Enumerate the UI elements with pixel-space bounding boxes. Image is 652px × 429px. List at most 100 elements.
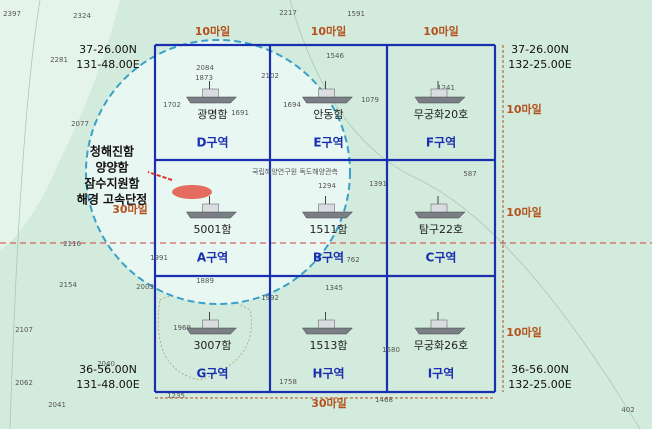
ship-hull bbox=[414, 96, 466, 104]
ship-superstructure bbox=[430, 88, 448, 98]
distance-label: 10마일 bbox=[311, 24, 347, 38]
distance-label: 30마일 bbox=[112, 202, 148, 216]
distance-label: 10마일 bbox=[506, 325, 542, 339]
ship-hull bbox=[302, 96, 354, 104]
coordinate: 37-26.00N bbox=[511, 43, 569, 56]
ship-name: 1513함 bbox=[309, 339, 347, 352]
ship-hull bbox=[186, 211, 238, 219]
zone-label: F구역 bbox=[426, 135, 456, 150]
ship-hull bbox=[414, 211, 466, 219]
depth-sounding: 1992 bbox=[261, 294, 279, 302]
ship-superstructure bbox=[318, 88, 335, 98]
rescue-unit: 잠수지원함 bbox=[84, 176, 139, 191]
incident-area bbox=[172, 185, 212, 199]
station-label: 국립해양연구원 독도해양관측 bbox=[252, 167, 339, 176]
ship-superstructure bbox=[318, 203, 335, 213]
depth-sounding: 2324 bbox=[73, 12, 91, 20]
distance-label: 10마일 bbox=[506, 102, 542, 116]
depth-sounding: 2041 bbox=[48, 401, 66, 409]
distance-label: 10마일 bbox=[506, 205, 542, 219]
depth-sounding: 1580 bbox=[382, 346, 400, 354]
ship-hull bbox=[414, 327, 466, 335]
ship-hull bbox=[302, 327, 354, 335]
zone-label: E구역 bbox=[313, 135, 343, 150]
zone-label: I구역 bbox=[428, 366, 455, 381]
zone-label: B구역 bbox=[313, 250, 344, 265]
depth-sounding: 1391 bbox=[369, 180, 387, 188]
depth-sounding: 1702 bbox=[163, 101, 181, 109]
depth-sounding: 1758 bbox=[279, 378, 297, 386]
depth-sounding: 2281 bbox=[50, 56, 68, 64]
depth-sounding: 1235 bbox=[167, 392, 185, 400]
rescue-unit: 양양함 bbox=[95, 160, 128, 175]
arrow bbox=[147, 171, 173, 181]
zone-label: D구역 bbox=[196, 135, 228, 150]
depth-sounding: 1991 bbox=[150, 254, 168, 262]
ship-name: 5001함 bbox=[193, 223, 231, 236]
ship-name: 1511함 bbox=[309, 223, 347, 236]
ship-hull bbox=[186, 96, 238, 104]
ship-name: 광명함 bbox=[197, 108, 227, 121]
zone-label: C구역 bbox=[426, 250, 457, 265]
depth-sounding: 2107 bbox=[15, 326, 33, 334]
depth-sounding: 2154 bbox=[59, 281, 77, 289]
search-grid bbox=[153, 43, 497, 394]
contour bbox=[9, 0, 641, 429]
ship-name: 안동함 bbox=[313, 108, 343, 121]
depth-sounding: 2217 bbox=[279, 9, 297, 17]
coordinate: 37-26.00N bbox=[79, 43, 137, 56]
depth-sounding: 2084 bbox=[196, 64, 214, 72]
coordinate: 36-56.00N bbox=[511, 363, 569, 376]
depth-sounding: 2062 bbox=[15, 379, 33, 387]
depth-sounding: 2116 bbox=[63, 240, 81, 248]
depth-sounding: 1694 bbox=[283, 101, 301, 109]
ship-hull bbox=[186, 327, 238, 335]
depth-sounding: 1546 bbox=[326, 52, 344, 60]
depth-sounding: 587 bbox=[463, 170, 476, 178]
depth-sounding: 2003 bbox=[136, 283, 154, 291]
ship-name: 무궁화20호 bbox=[414, 108, 468, 121]
coordinate: 131-48.00E bbox=[76, 378, 139, 391]
rescue-unit: 해경 고속단정 bbox=[77, 192, 147, 207]
ship-hull bbox=[302, 211, 354, 219]
coordinate: 132-25.00E bbox=[508, 58, 571, 71]
depth-sounding: 1294 bbox=[318, 182, 336, 190]
ship-superstructure bbox=[430, 319, 448, 329]
depth-sounding: 2397 bbox=[3, 10, 21, 18]
ship-superstructure bbox=[202, 88, 219, 98]
depth-sounding: 1889 bbox=[196, 277, 214, 285]
depth-sounding: 1969 bbox=[173, 324, 191, 332]
ship-superstructure bbox=[202, 203, 219, 213]
ship-superstructure bbox=[202, 319, 219, 329]
search-radius bbox=[85, 39, 351, 305]
depth-sounding: 402 bbox=[621, 406, 634, 414]
depth-sounding: 1241 bbox=[437, 84, 455, 92]
zone-label: G구역 bbox=[197, 366, 229, 381]
ship-superstructure bbox=[318, 319, 335, 329]
depth-sounding: 2040 bbox=[97, 360, 115, 368]
ship-name: 3007함 bbox=[193, 339, 231, 352]
ship-superstructure bbox=[430, 203, 448, 213]
depth-sounding: 1691 bbox=[231, 109, 249, 117]
zone-label: H구역 bbox=[312, 366, 344, 381]
zone-label: A구역 bbox=[197, 250, 228, 265]
distance-label: 30마일 bbox=[311, 396, 347, 410]
coordinate: 131-48.00E bbox=[76, 58, 139, 71]
shallow-area bbox=[0, 0, 120, 250]
rescue-unit: 청해진함 bbox=[90, 144, 134, 159]
coordinate: 36-56.00N bbox=[79, 363, 137, 376]
depth-sounding: 1468 bbox=[375, 396, 393, 404]
ship-name: 탐구22호 bbox=[419, 223, 463, 236]
depth-sounding: 2102 bbox=[261, 72, 279, 80]
coordinate: 132-25.00E bbox=[508, 378, 571, 391]
distance-label: 10마일 bbox=[195, 24, 231, 38]
depth-sounding: 1079 bbox=[361, 96, 379, 104]
depth-sounding: 1591 bbox=[347, 10, 365, 18]
contour bbox=[157, 291, 252, 381]
depth-sounding: 2077 bbox=[71, 120, 89, 128]
ship-name: 무궁화26호 bbox=[414, 339, 468, 352]
depth-sounding: 1345 bbox=[325, 284, 343, 292]
depth-sounding: 762 bbox=[346, 256, 359, 264]
depth-sounding: 1873 bbox=[195, 74, 213, 82]
